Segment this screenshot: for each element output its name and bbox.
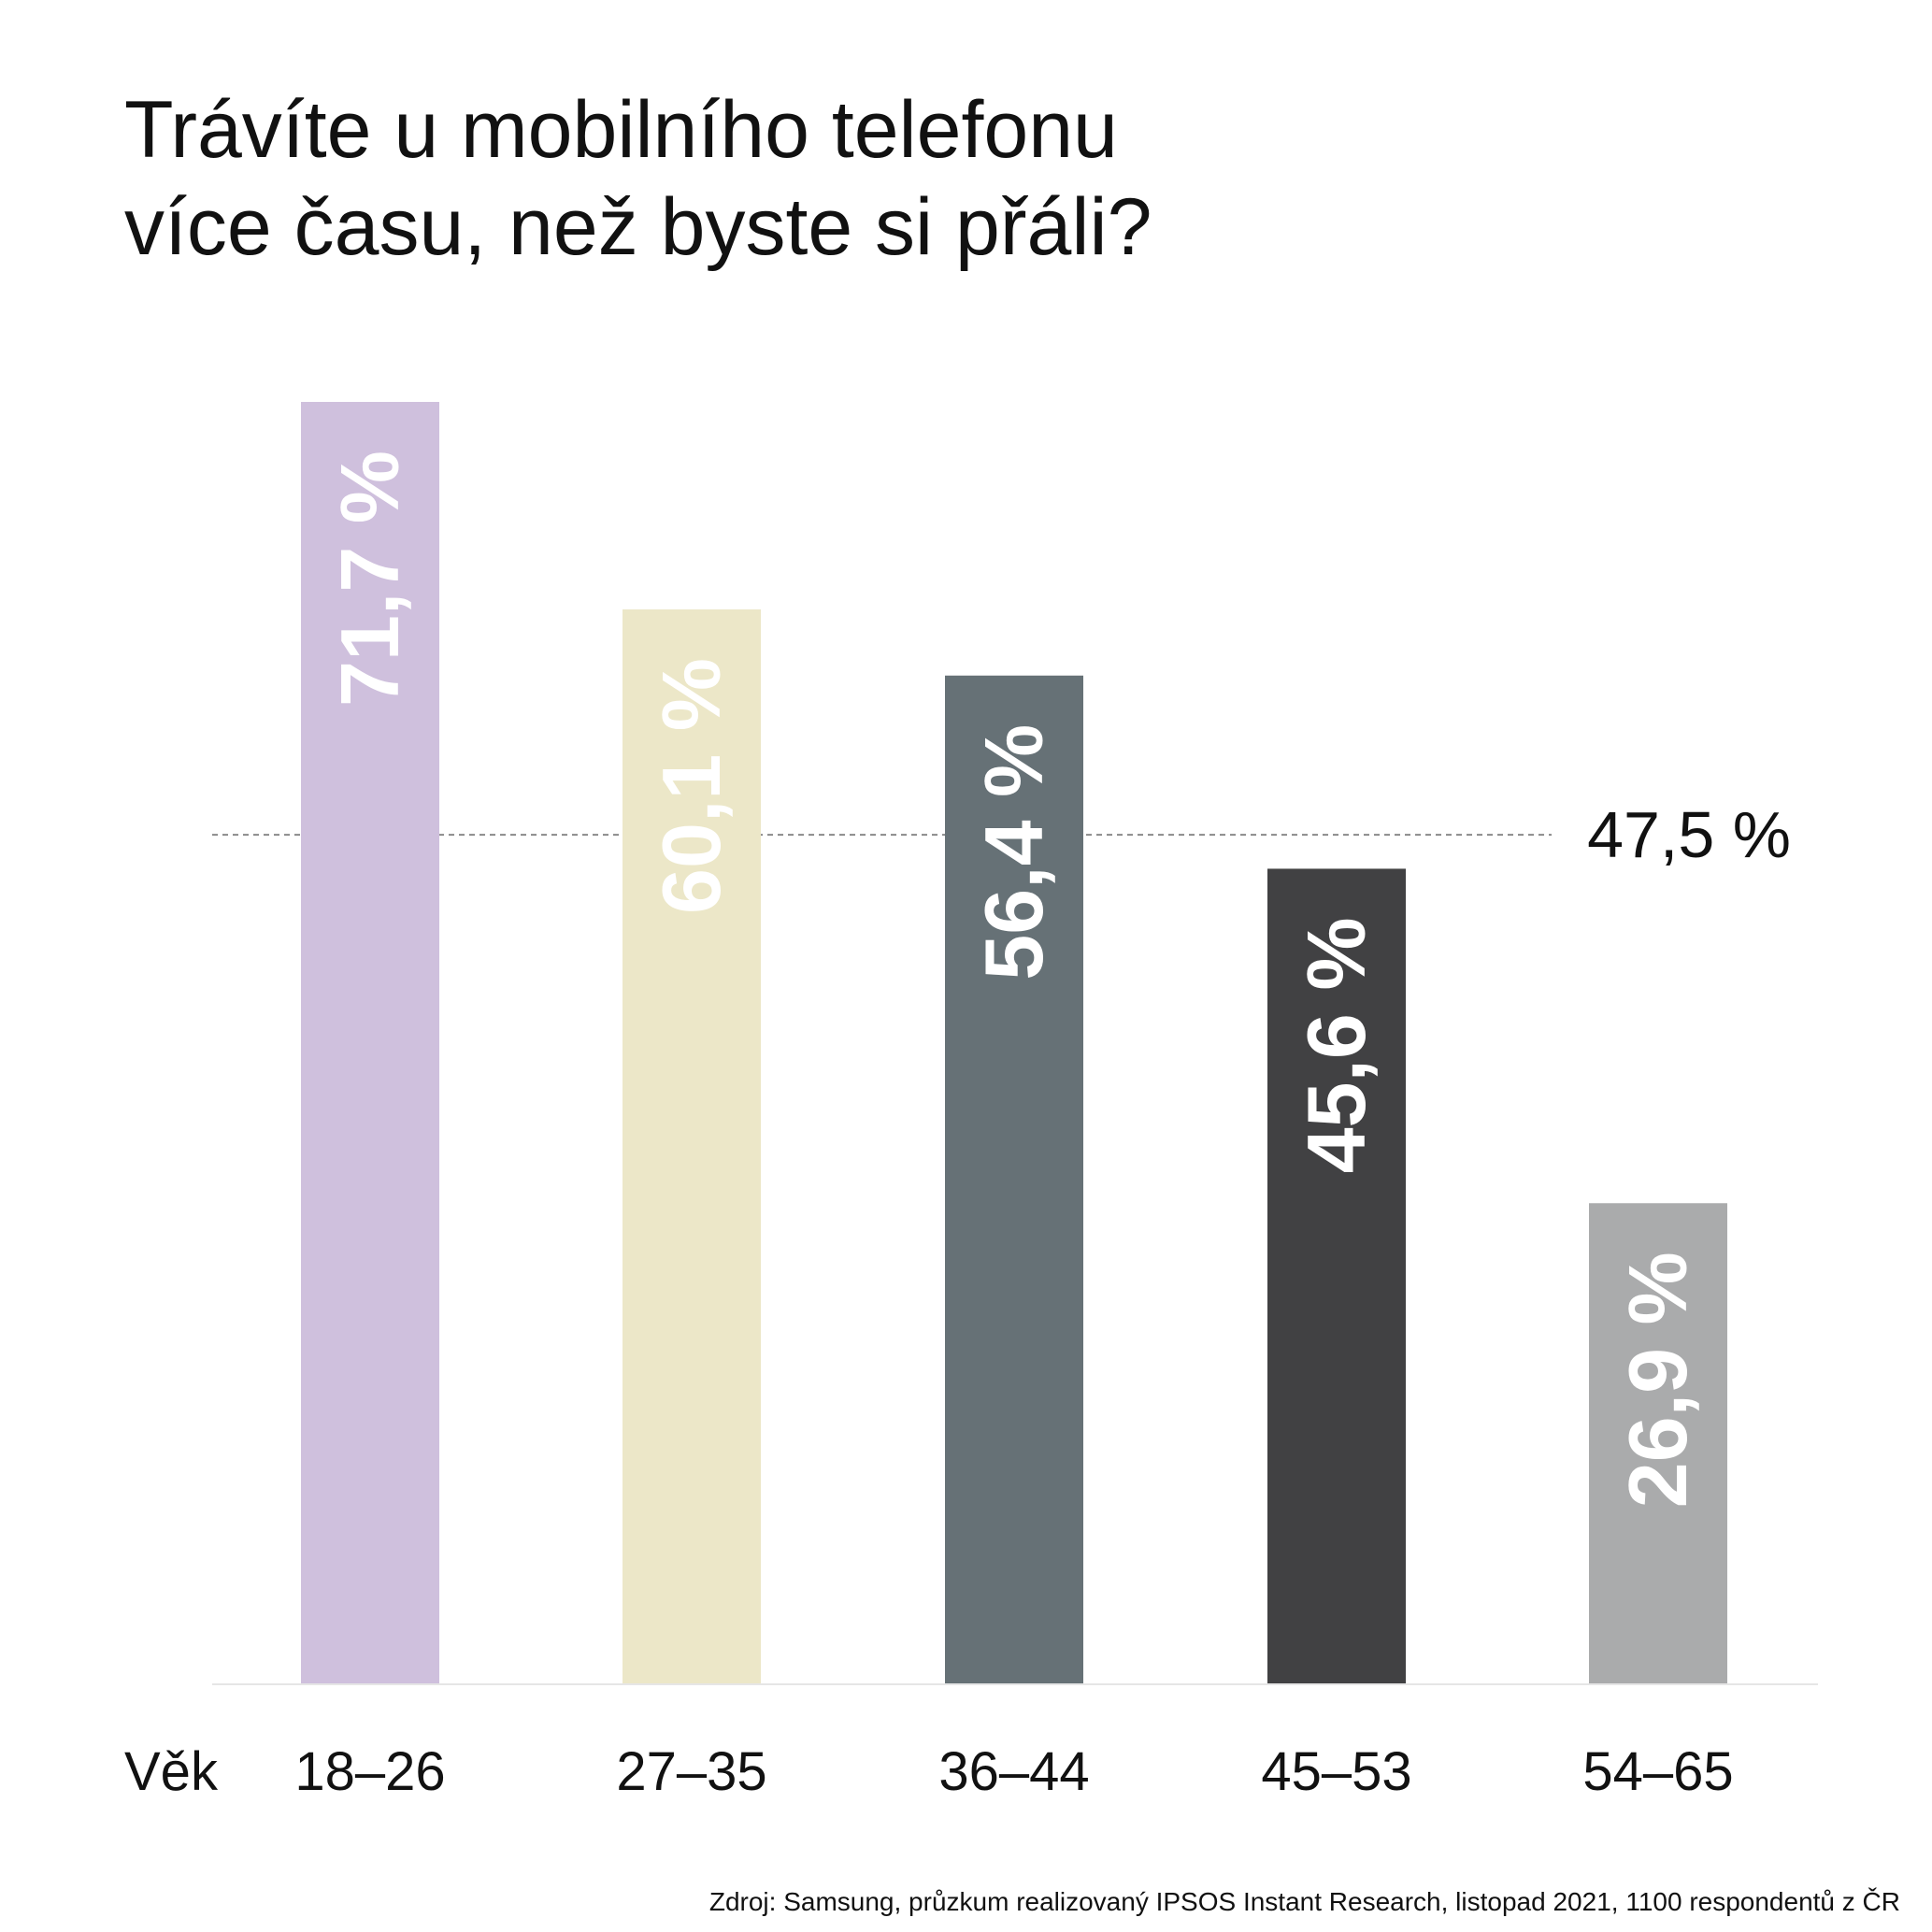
category-label: 18–26 — [294, 1741, 445, 1802]
chart-title-line-2: více času, než byste si přáli? — [124, 182, 1152, 272]
category-labels: Věk 18–26 27–35 36–44 45–53 54–65 — [124, 1741, 1734, 1802]
category-label: 54–65 — [1582, 1741, 1733, 1802]
category-label: 36–44 — [938, 1741, 1089, 1802]
bar-54–65 — [1589, 1203, 1727, 1684]
chart-title: Trávíte u mobilního telefonu více času, … — [124, 85, 1152, 272]
bar-value-label: 60,1 % — [645, 658, 737, 914]
bars-group: 71,7 % 60,1 % 56,4 % 45,6 % 26,9 % — [301, 402, 1727, 1685]
category-label: 27–35 — [616, 1741, 766, 1802]
bar-value-label: 56,4 % — [967, 724, 1060, 980]
chart-title-line-1: Trávíte u mobilního telefonu — [124, 85, 1118, 175]
bar-18–26 — [301, 402, 439, 1684]
bar-value-label: 71,7 % — [323, 451, 416, 707]
bar-45–53 — [1267, 868, 1406, 1684]
x-axis-title: Věk — [124, 1741, 219, 1802]
bar-value-label: 45,6 % — [1290, 917, 1382, 1173]
bar-36–44 — [945, 675, 1083, 1684]
source-note: Zdroj: Samsung, průzkum realizovaný IPSO… — [709, 1887, 1900, 1916]
reference-line-label: 47,5 % — [1587, 798, 1791, 871]
bar-value-label: 26,9 % — [1611, 1252, 1704, 1508]
category-label: 45–53 — [1261, 1741, 1411, 1802]
reference-line-group: 47,5 % — [212, 798, 1791, 871]
bar-27–35 — [623, 608, 761, 1685]
